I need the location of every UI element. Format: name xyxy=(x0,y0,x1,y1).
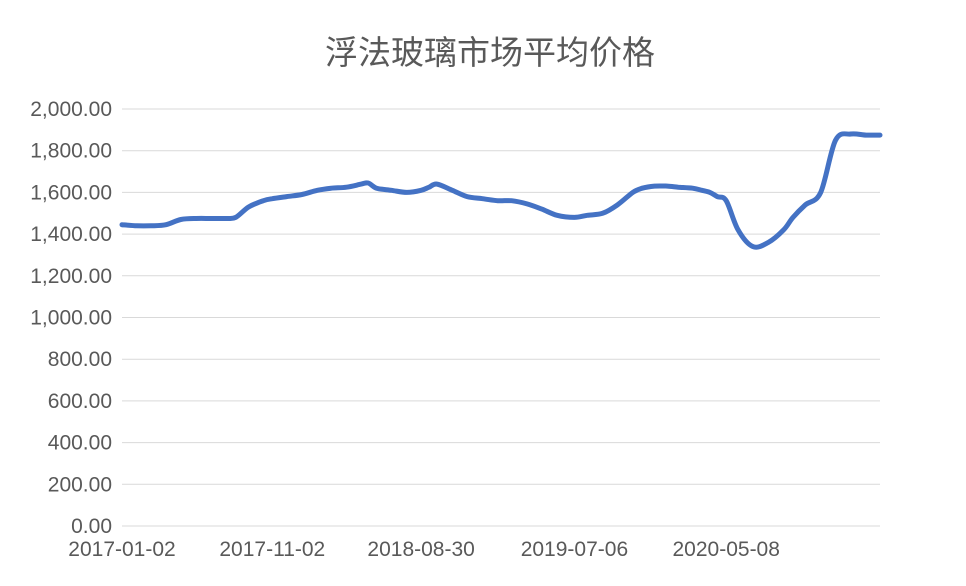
y-axis-ticks: 0.00 200.00 400.00 600.00 800.00 1,000.00 1,20… xyxy=(30,98,112,538)
y-tick-label: 2,000.00 xyxy=(30,98,112,121)
y-tick-label: 1,200.00 xyxy=(30,265,112,288)
gridlines xyxy=(122,108,880,527)
x-tick-label: 2019-07-06 xyxy=(521,538,628,561)
x-axis-ticks: 2017-01-02 2017-11-02 2018-08-30 2019-07-06… xyxy=(68,538,780,561)
x-tick-label: 2018-08-30 xyxy=(367,538,474,561)
y-tick-label: 400.00 xyxy=(48,432,112,455)
y-tick-label: 1,600.00 xyxy=(30,181,112,204)
y-tick-label: 1,800.00 xyxy=(30,140,112,163)
series-layer xyxy=(119,131,883,250)
y-tick-label: 800.00 xyxy=(48,348,112,371)
x-tick-label: 2017-01-02 xyxy=(68,538,175,561)
series-line xyxy=(119,131,883,250)
y-tick-label: 200.00 xyxy=(48,473,112,496)
chart-title: 浮法玻璃市场平均价格 xyxy=(325,33,655,72)
y-tick-label: 1,400.00 xyxy=(30,223,112,246)
y-tick-label: 600.00 xyxy=(48,390,112,413)
x-tick-label: 2017-11-02 xyxy=(219,538,325,561)
y-tick-label: 1,000.00 xyxy=(30,307,112,330)
x-tick-label: 2020-05-08 xyxy=(673,538,780,561)
y-tick-label: 0.00 xyxy=(71,515,112,538)
